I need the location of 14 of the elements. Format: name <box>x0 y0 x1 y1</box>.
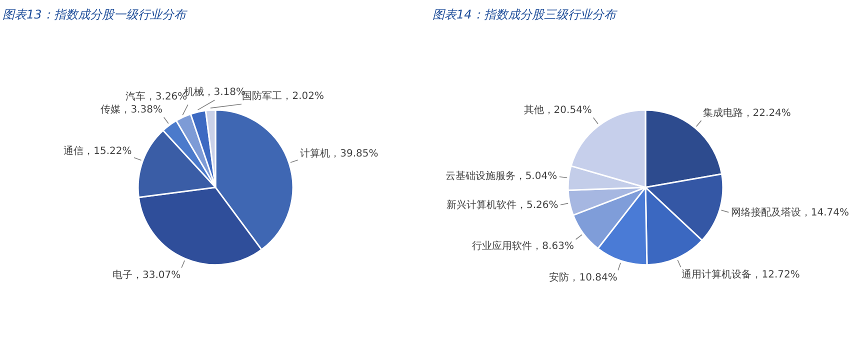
slice-label: 通用计算机设备，12.72% <box>682 268 800 280</box>
slice-label: 新兴计算机软件，5.26% <box>446 198 558 211</box>
slice-label: 计算机，39.85% <box>300 147 378 160</box>
chart-title: 图表13：指数成分股一级行业分布 <box>2 8 188 22</box>
slice-label: 传媒，3.38% <box>100 104 162 116</box>
slice-label: 通信，15.22% <box>64 144 132 157</box>
slice-label: 集成电路，22.24% <box>702 106 791 119</box>
slice-label: 安防，10.84% <box>549 271 618 284</box>
chart-title: 图表14：指数成分股三级行业分布 <box>432 8 618 22</box>
slice-label: 云基础设施服务，5.04% <box>445 170 558 182</box>
slice-label: 行业应用软件，8.63% <box>472 240 574 252</box>
slice-label: 电子，33.07% <box>112 268 181 281</box>
slice-label: 其他，20.54% <box>524 104 592 116</box>
slice-label: 网络接配及塔设，14.74% <box>730 206 850 218</box>
